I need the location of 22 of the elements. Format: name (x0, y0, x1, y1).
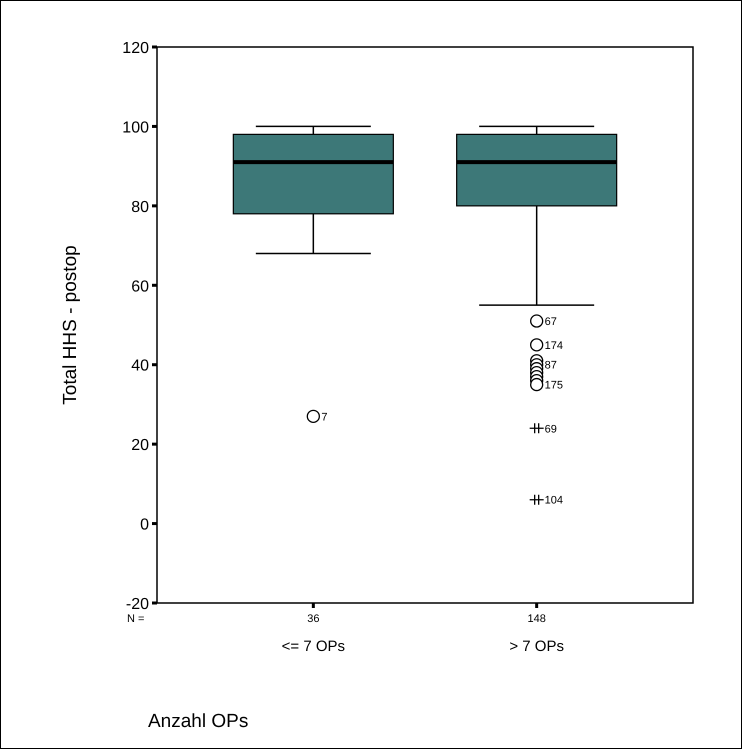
annotation: 87 (544, 360, 557, 372)
text: N = (127, 613, 144, 625)
x-tick-label: > 7 OPs (509, 638, 564, 655)
text: 36 (307, 613, 320, 625)
y-tick-label: 100 (122, 119, 150, 136)
annotation: 104 (544, 494, 564, 507)
y-tick-label: 60 (131, 278, 150, 296)
annotation: 7 (321, 411, 328, 424)
y-tick-label: -20 (126, 596, 150, 613)
annotation: 69 (544, 423, 557, 436)
y-tick-label: 80 (131, 198, 150, 216)
text: 148 (527, 613, 546, 625)
y-tick-label: 0 (140, 516, 150, 534)
annotation: 67 (544, 316, 557, 328)
y-tick-label: 120 (122, 40, 150, 57)
y-tick-label: 40 (131, 358, 150, 375)
x-axis-title: Anzahl OPs (148, 711, 248, 732)
annotation: 175 (544, 380, 564, 392)
y-tick-label: 20 (131, 437, 150, 454)
annotation: 174 (544, 340, 564, 352)
x-tick-label: <= 7 OPs (282, 638, 346, 655)
y-axis-title: Total HHS - postop (60, 245, 81, 405)
